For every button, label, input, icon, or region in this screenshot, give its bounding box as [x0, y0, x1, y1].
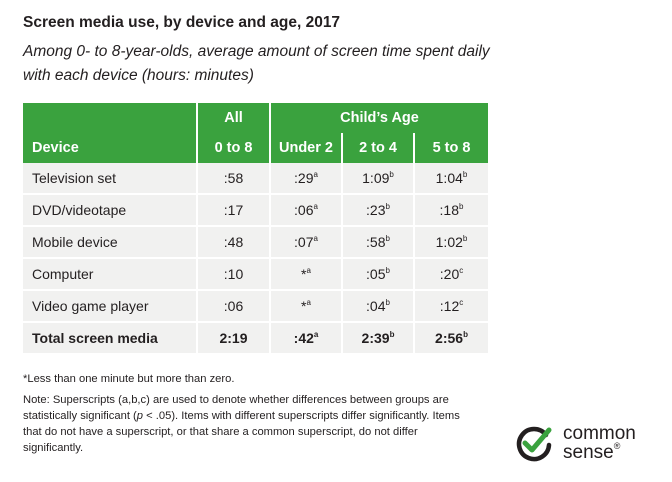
table-row: Television set :58 :29a 1:09b 1:04b: [23, 163, 488, 195]
common-sense-logo: common sense®: [513, 423, 663, 465]
under-2-cell: :06a: [269, 195, 341, 227]
logo-wordmark: common sense®: [563, 423, 636, 463]
all-cell: :06: [196, 291, 269, 323]
device-cell: Video game player: [23, 291, 196, 323]
age-5-to-8-cell: 1:04b: [413, 163, 488, 195]
age-2-to-4-cell: :58b: [341, 227, 413, 259]
table-row: Computer :10 *a :05b :20c: [23, 259, 488, 291]
check-circle-icon: [516, 426, 552, 462]
header-childs-age: Child’s Age: [269, 103, 488, 133]
under-2-cell: *a: [269, 259, 341, 291]
header-blank: [23, 103, 196, 133]
age-2-to-4-cell: :23b: [341, 195, 413, 227]
device-cell: DVD/videotape: [23, 195, 196, 227]
column-header-5-to-8: 5 to 8: [413, 133, 488, 163]
table-row: Mobile device :48 :07a :58b 1:02b: [23, 227, 488, 259]
chart-title: Screen media use, by device and age, 201…: [23, 14, 341, 31]
age-5-to-8-cell: :18b: [413, 195, 488, 227]
age-2-to-4-cell: :05b: [341, 259, 413, 291]
age-2-to-4-cell: :04b: [341, 291, 413, 323]
under-2-cell: *a: [269, 291, 341, 323]
screen-media-table: All Child’s Age Device 0 to 8 Under 2 2 …: [23, 103, 488, 355]
total-all-cell: 2:19: [196, 323, 269, 355]
all-cell: :10: [196, 259, 269, 291]
table-row: DVD/videotape :17 :06a :23b :18b: [23, 195, 488, 227]
column-header-device: Device: [23, 133, 196, 163]
age-5-to-8-cell: :20c: [413, 259, 488, 291]
column-header-all-range: 0 to 8: [196, 133, 269, 163]
all-cell: :17: [196, 195, 269, 227]
header-all: All: [196, 103, 269, 133]
device-cell: Television set: [23, 163, 196, 195]
all-cell: :58: [196, 163, 269, 195]
age-5-to-8-cell: :12c: [413, 291, 488, 323]
significance-note: Note: Superscripts (a,b,c) are used to d…: [23, 394, 460, 454]
total-label-cell: Total screen media: [23, 323, 196, 355]
device-cell: Mobile device: [23, 227, 196, 259]
table-row: Video game player :06 *a :04b :12c: [23, 291, 488, 323]
column-header-2-to-4: 2 to 4: [341, 133, 413, 163]
column-header-under-2: Under 2: [269, 133, 341, 163]
all-cell: :48: [196, 227, 269, 259]
under-2-cell: :07a: [269, 227, 341, 259]
chart-subtitle: Among 0- to 8-year-olds, average amount …: [23, 43, 490, 84]
footnote: *Less than one minute but more than zero…: [23, 373, 235, 385]
total-age-5-to-8-cell: 2:56b: [413, 323, 488, 355]
age-2-to-4-cell: 1:09b: [341, 163, 413, 195]
total-under-2-cell: :42a: [269, 323, 341, 355]
age-5-to-8-cell: 1:02b: [413, 227, 488, 259]
table-row-total: Total screen media 2:19 :42a 2:39b 2:56b: [23, 323, 488, 355]
under-2-cell: :29a: [269, 163, 341, 195]
device-cell: Computer: [23, 259, 196, 291]
total-age-2-to-4-cell: 2:39b: [341, 323, 413, 355]
